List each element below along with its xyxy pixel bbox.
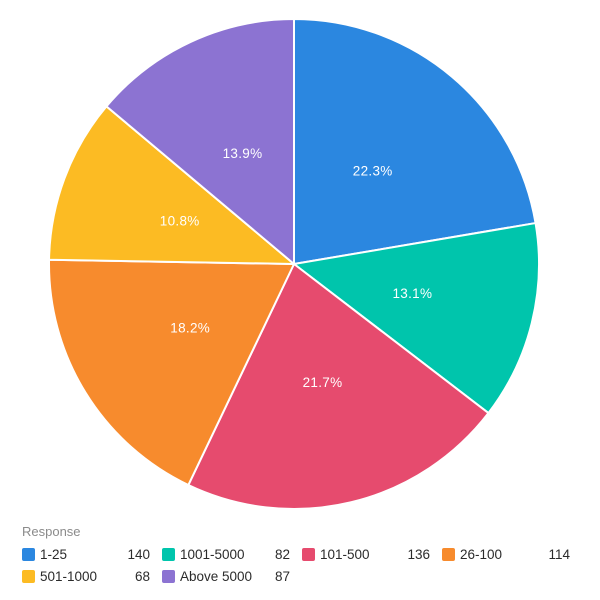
slice-percent-label: 21.7% bbox=[303, 375, 343, 390]
legend-title: Response bbox=[22, 524, 81, 539]
legend-swatch-icon bbox=[22, 548, 35, 561]
pie-slice-101-500[interactable] bbox=[187, 263, 490, 510]
pie-slice-above-5000[interactable] bbox=[105, 18, 295, 265]
slice-percent-label: 10.8% bbox=[160, 214, 200, 229]
legend-swatch-icon bbox=[442, 548, 455, 561]
legend-swatch-icon bbox=[302, 548, 315, 561]
legend-item[interactable]: 1-25 140 bbox=[22, 547, 150, 562]
legend-item[interactable]: 26-100 114 bbox=[442, 547, 570, 562]
legend-item[interactable]: 101-500 136 bbox=[302, 547, 430, 562]
legend-value: 114 bbox=[548, 547, 570, 562]
legend-label: 101-500 bbox=[320, 547, 370, 562]
pie-slice-1001-5000[interactable] bbox=[293, 222, 540, 415]
legend-swatch-icon bbox=[162, 570, 175, 583]
pie-slice-26-100[interactable] bbox=[48, 258, 295, 487]
legend-item[interactable]: 501-1000 68 bbox=[22, 569, 150, 584]
legend-label: 501-1000 bbox=[40, 569, 98, 584]
legend-value: 82 bbox=[274, 547, 290, 562]
slice-percent-label: 18.2% bbox=[170, 321, 210, 336]
legend-value: 68 bbox=[134, 569, 150, 584]
slice-percent-label: 13.9% bbox=[223, 146, 263, 161]
legend-label: 1-25 bbox=[40, 547, 68, 562]
pie-chart-area: 22.3% 13.1% 21.7% 18.2% 10.8% 13.9% bbox=[48, 18, 540, 510]
slice-percent-label: 13.1% bbox=[393, 286, 433, 301]
legend-item[interactable]: Above 5000 87 bbox=[162, 569, 290, 584]
legend-item[interactable]: 1001-5000 82 bbox=[162, 547, 290, 562]
legend-swatch-icon bbox=[162, 548, 175, 561]
legend-label: 26-100 bbox=[460, 547, 503, 562]
legend-swatch-icon bbox=[22, 570, 35, 583]
legend-value: 140 bbox=[127, 547, 150, 562]
legend-items: 1-25 140 1001-5000 82 101-500 136 26-100… bbox=[22, 547, 582, 584]
legend-label: Above 5000 bbox=[180, 569, 253, 584]
pie-slice-1-25[interactable] bbox=[293, 18, 537, 265]
slice-percent-label: 22.3% bbox=[353, 163, 393, 178]
legend-value: 136 bbox=[407, 547, 430, 562]
legend-value: 87 bbox=[274, 569, 290, 584]
pie-slice-501-1000[interactable] bbox=[48, 105, 295, 265]
legend: Response 1-25 140 1001-5000 82 101-500 1… bbox=[22, 524, 582, 584]
legend-label: 1001-5000 bbox=[180, 547, 245, 562]
pie-chart: 22.3% 13.1% 21.7% 18.2% 10.8% 13.9% bbox=[48, 18, 540, 510]
